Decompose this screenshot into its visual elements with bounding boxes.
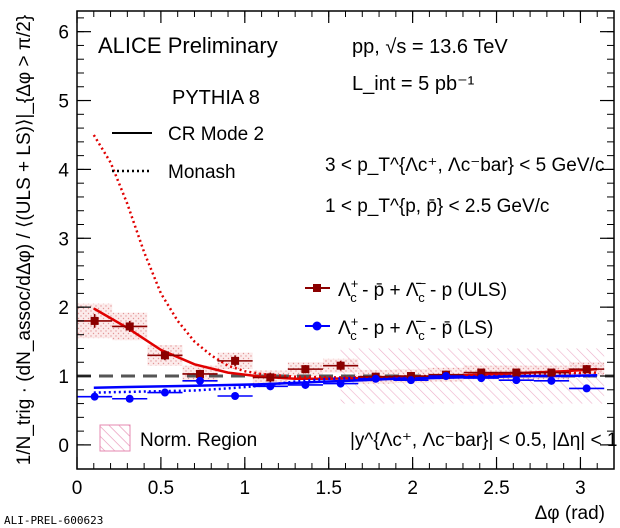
- x-tick-label: 0: [72, 478, 83, 499]
- ls-point: [90, 392, 99, 401]
- legend-ls-marker: [312, 321, 322, 331]
- x-tick-label: 3: [575, 478, 586, 499]
- uls-point: [301, 365, 310, 374]
- collision-label: pp, √s = 13.6 TeV: [352, 36, 508, 58]
- ls-point: [231, 391, 240, 400]
- y-tick-label: 4: [58, 160, 69, 181]
- luminosity-label: L_int = 5 pb⁻¹: [352, 73, 475, 95]
- ls-point: [336, 379, 345, 388]
- ls-point: [266, 382, 275, 391]
- y-tick-label: 2: [58, 298, 69, 319]
- uls-point: [582, 365, 591, 374]
- ls-point: [512, 376, 521, 385]
- ls-point: [196, 376, 205, 385]
- ls-point: [301, 380, 310, 389]
- y-tick-label: 5: [58, 92, 69, 113]
- uls-point: [512, 368, 521, 377]
- y-axis-title-text: 1/N_trig · (dN_assoc/dΔφ) / ⟨(ULS + LS)⟩…: [14, 15, 35, 465]
- uls-point: [160, 351, 169, 360]
- uls-point: [266, 373, 275, 382]
- acceptance-label: |y^{Λc⁺, Λc⁻bar}| < 0.5, |Δη| < 1: [350, 430, 617, 451]
- legend-ls-name: LS: [464, 318, 487, 339]
- legend-uls-name: ULS: [464, 280, 501, 301]
- ls-point: [160, 388, 169, 397]
- x-tick-label: 2.5: [483, 478, 509, 499]
- uls-point: [477, 368, 486, 377]
- uls-point: [125, 322, 134, 331]
- legend-norm-label: Norm. Region: [140, 430, 257, 451]
- y-tick-label: 1: [58, 367, 69, 388]
- ls-point: [371, 374, 380, 383]
- y-tick-label: 3: [58, 229, 69, 250]
- watermark: ALI-PREL-600623: [4, 514, 103, 527]
- uls-point: [196, 369, 205, 378]
- x-tick-label: 2: [407, 478, 418, 499]
- x-tick-label: 1: [240, 478, 251, 499]
- legend-norm-swatch: [99, 424, 131, 452]
- uls-point: [547, 368, 556, 377]
- y-axis-title: 1/N_trig · (dN_assoc/dΔφ) / ⟨(ULS + LS)⟩…: [14, 15, 35, 465]
- x-tick-label: 1.5: [316, 478, 342, 499]
- generator-label: PYTHIA 8: [172, 87, 260, 109]
- legend-uls-marker: [313, 284, 321, 292]
- x-axis-title: Δφ (rad): [535, 503, 605, 524]
- x-tick-label: 0.5: [148, 478, 174, 499]
- legend-ls-label: Λ+ c - p + Λ̄− c - p̄ (LS): [338, 314, 493, 343]
- uls-point: [90, 316, 99, 325]
- curve-uls-monash: [92, 134, 598, 379]
- plot-frame: [76, 10, 615, 470]
- legend-cr-mode2: CR Mode 2: [168, 124, 264, 145]
- uls-point: [231, 356, 240, 365]
- ls-point: [406, 376, 415, 385]
- kinematics-lambda: 3 < p_T^{Λc⁺, Λc⁻bar} < 5 GeV/c: [325, 155, 604, 176]
- ls-point: [442, 372, 451, 381]
- chart-title: ALICE Preliminary: [98, 33, 278, 58]
- ls-point: [477, 374, 486, 383]
- ls-point: [547, 376, 556, 385]
- kinematics-proton: 1 < p_T^{p, p̄} < 2.5 GeV/c: [325, 196, 549, 217]
- legend-uls-label: Λ+ c - p̄ + Λ̄− c - p (ULS): [338, 276, 507, 305]
- legend-monash: Monash: [168, 162, 236, 183]
- legend-uls: Λ+ c - p̄ + Λ̄− c - p (ULS): [305, 276, 507, 305]
- ls-point: [125, 394, 134, 403]
- y-tick-label: 0: [58, 436, 69, 457]
- ls-point: [582, 384, 591, 393]
- y-tick-label: 6: [58, 23, 69, 44]
- uls-point: [406, 372, 415, 381]
- legend-ls: Λ+ c - p + Λ̄− c - p̄ (LS): [305, 314, 493, 343]
- uls-point: [336, 361, 345, 370]
